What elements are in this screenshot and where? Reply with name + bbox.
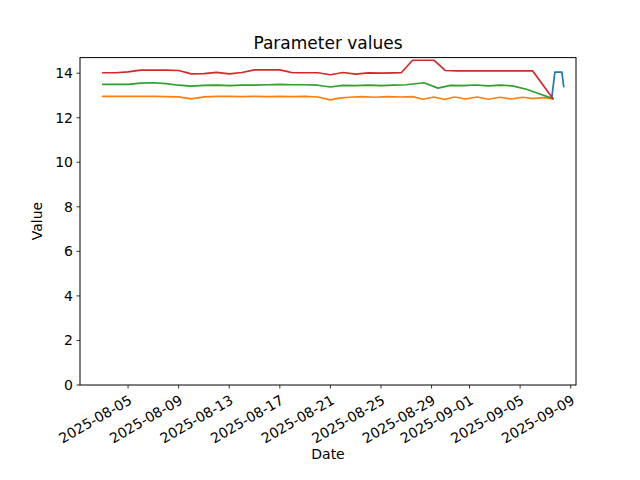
y-tick-label: 2 bbox=[64, 332, 73, 348]
x-axis-label: Date bbox=[80, 446, 576, 462]
y-tick-label: 10 bbox=[55, 154, 73, 170]
line-series-orange bbox=[103, 96, 553, 100]
y-tick-label: 14 bbox=[55, 65, 73, 81]
line-series-red bbox=[103, 60, 553, 99]
y-tick-label: 0 bbox=[64, 377, 73, 393]
y-axis-label: Value bbox=[29, 202, 45, 240]
y-tick-label: 8 bbox=[64, 199, 73, 215]
chart-title: Parameter values bbox=[80, 33, 576, 53]
y-tick-label: 12 bbox=[55, 110, 73, 126]
y-tick-label: 4 bbox=[64, 288, 73, 304]
line-series-blue bbox=[552, 72, 564, 98]
chart-canvas: 024681012142025-08-052025-08-092025-08-1… bbox=[0, 0, 640, 480]
plot-frame bbox=[80, 58, 576, 385]
y-tick-label: 6 bbox=[64, 243, 73, 259]
chart-figure: 024681012142025-08-052025-08-092025-08-1… bbox=[0, 0, 640, 480]
